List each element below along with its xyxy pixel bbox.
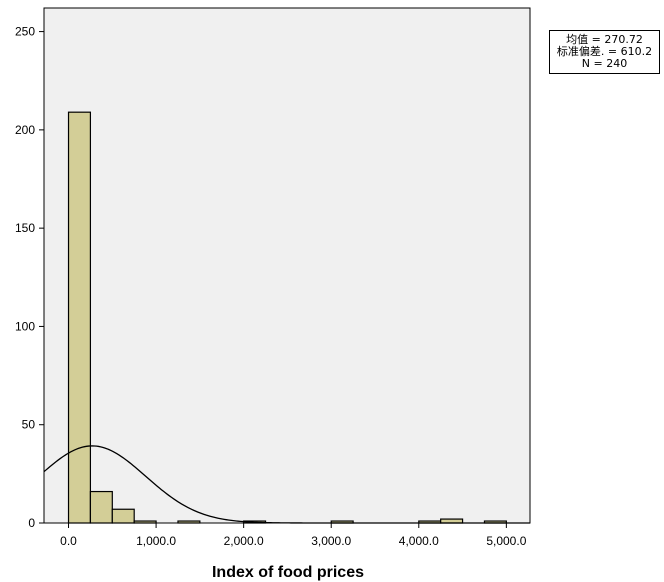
histogram-bar [89,490,113,524]
y-tick-label: 0 [28,516,35,530]
normal-curve [43,445,530,524]
x-tick-label: 2,000.0 [224,534,264,548]
statistics-legend: 均值 = 270.72 标准偏差. = 610.2 N = 240 [549,30,660,74]
histogram-bar [177,520,201,524]
n-stat: N = 240 [581,57,628,70]
x-tick-label: 1,000.0 [136,534,176,548]
y-tick-label: 50 [22,418,36,432]
x-tick-label: 3,000.0 [311,534,351,548]
x-tick-label: 0.0 [60,534,77,548]
x-axis: 0.0 1,000.0 2,000.0 3,000.0 4,000.0 5,000.0 [60,523,527,548]
y-tick-label: 150 [15,221,35,235]
y-tick-label: 100 [15,319,35,333]
histogram-bar [111,508,135,524]
histogram-bar [133,520,157,524]
y-tick-label: 200 [15,123,35,137]
plot-area [43,7,531,524]
x-tick-label: 4,000.0 [399,534,439,548]
normal-curve-group [43,445,530,524]
sd-stat: 标准偏差. = 610.2 [556,45,653,58]
histogram-bar [67,111,92,524]
y-tick-label: 250 [15,25,35,39]
x-axis-label: Index of food prices [212,564,364,581]
mean-stat: 均值 = 270.72 [566,33,643,46]
x-tick-label: 5,000.0 [486,534,526,548]
y-axis: 0 50 100 150 200 250 [15,25,44,530]
